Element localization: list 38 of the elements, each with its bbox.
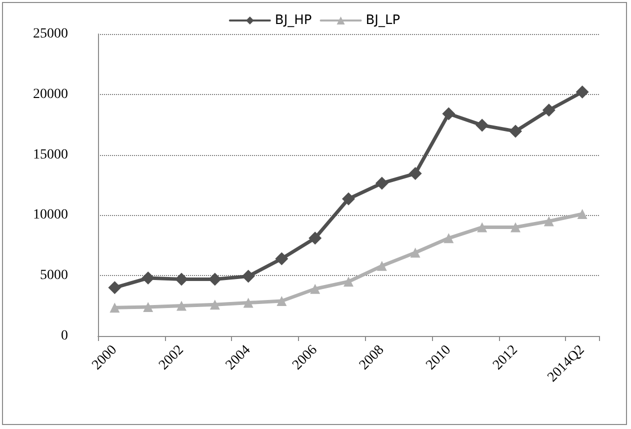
point [175, 272, 188, 286]
point [375, 176, 388, 190]
point [544, 216, 554, 226]
legend-label: BJ_HP [274, 13, 312, 28]
point [276, 296, 287, 306]
point [442, 107, 456, 120]
point [410, 248, 420, 258]
point [210, 300, 220, 310]
y-tick-label: 20000 [33, 86, 68, 102]
point [310, 284, 320, 294]
point [510, 222, 520, 232]
point [108, 281, 122, 294]
point [376, 260, 387, 271]
point [143, 302, 154, 312]
point [477, 222, 488, 232]
point [208, 272, 222, 286]
point [142, 272, 155, 285]
point [408, 167, 422, 180]
point [342, 192, 355, 206]
y-tick-label: 0 [61, 328, 68, 344]
legend-label: BJ_LP [366, 13, 400, 28]
point [576, 85, 589, 98]
point [242, 270, 255, 283]
point [110, 302, 120, 313]
point [308, 232, 322, 245]
y-tick-label: 5000 [40, 268, 68, 284]
y-tick-label: 15000 [33, 147, 68, 162]
point [509, 124, 522, 138]
point [275, 252, 288, 266]
point [577, 208, 588, 219]
point [476, 118, 489, 132]
point [444, 233, 454, 244]
point [344, 276, 354, 287]
y-tick-label: 25000 [33, 26, 68, 42]
point [243, 298, 254, 308]
y-tick-label: 10000 [33, 208, 68, 223]
point [176, 300, 186, 311]
point [542, 104, 556, 117]
